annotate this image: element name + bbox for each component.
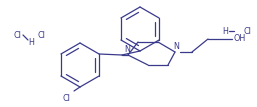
Text: OH: OH: [233, 33, 245, 42]
Text: Cl: Cl: [38, 30, 46, 39]
Text: Cl: Cl: [244, 27, 252, 36]
Text: Cl: Cl: [14, 30, 22, 39]
Text: N: N: [124, 45, 130, 54]
Text: N: N: [173, 42, 179, 51]
Text: H: H: [28, 37, 34, 47]
Text: H: H: [222, 27, 228, 36]
Text: Cl: Cl: [62, 94, 70, 103]
